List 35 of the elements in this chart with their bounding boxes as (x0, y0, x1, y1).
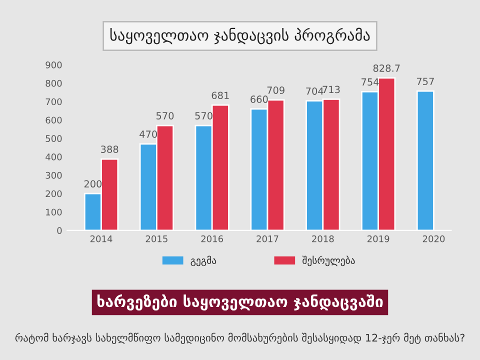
y-tick-label: 300 (46, 172, 62, 179)
data-label: 200 (84, 180, 102, 188)
data-label: 754 (362, 78, 379, 86)
y-tick-label: 200 (46, 190, 62, 198)
x-tick-label: 2019 (368, 235, 390, 242)
text: ხარვეზები საყოველთაო ჯანდაცვაში (97, 294, 383, 311)
x-tick-label: 2015 (146, 235, 168, 242)
data-label: 828.7 (373, 64, 400, 72)
x-tick-label: 2020 (422, 235, 445, 242)
y-tick-label: 400 (46, 154, 62, 160)
data-label: 570 (195, 112, 212, 120)
y-tick-label: 800 (46, 80, 62, 87)
x-tick-label: 2018 (312, 235, 334, 242)
legend-label: გეგმა (190, 256, 216, 266)
x-tick-label: 2017 (256, 235, 278, 242)
y-tick-label: 0 (57, 227, 62, 234)
data-label: 388 (101, 146, 118, 153)
chart-title: საყოველთაო ჯანდაცვის პროგრამა (110, 28, 370, 44)
data-label: 713 (322, 86, 340, 94)
x-tick-label: 2016 (201, 235, 224, 242)
text: რატომ ხარჯავს სახელმწიფო სამედიცინო მომსახურების შესასყიდად 12-ჯერ მეტ თანხას? (15, 332, 464, 344)
x-tick-label: 2014 (90, 235, 112, 242)
data-label: 470 (140, 130, 158, 138)
legend-label: შესრულება (302, 256, 355, 266)
y-tick-label: 600 (46, 116, 62, 124)
data-label: 709 (267, 86, 284, 94)
y-tick-label: 700 (46, 98, 62, 106)
data-label: 570 (156, 112, 174, 120)
y-tick-label: 500 (46, 135, 62, 142)
y-tick-label: 100 (46, 208, 62, 216)
data-label: 660 (250, 96, 268, 103)
data-label: 704 (306, 87, 324, 95)
data-label: 681 (212, 92, 229, 100)
data-label: 757 (416, 78, 434, 86)
y-tick-label: 900 (46, 62, 62, 68)
